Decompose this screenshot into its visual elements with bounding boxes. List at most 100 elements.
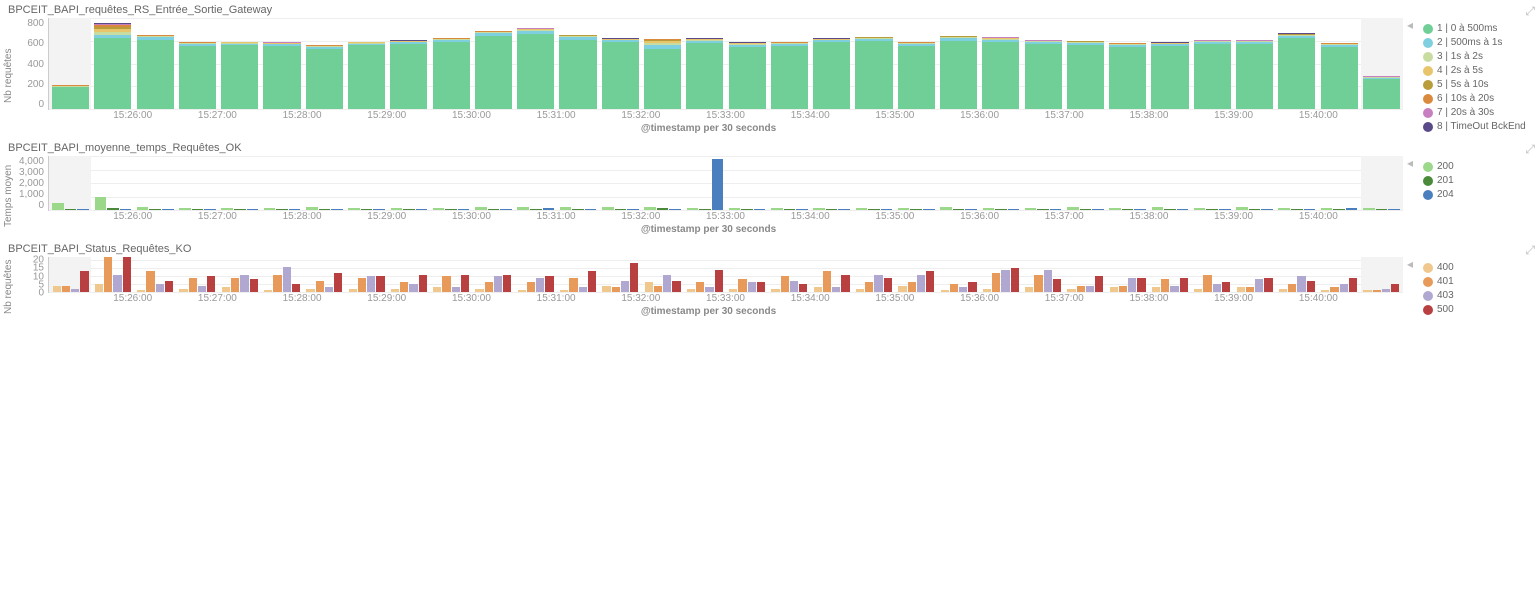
- legend-item[interactable]: 2 | 500ms à 1s: [1423, 36, 1535, 50]
- bar-group[interactable]: [980, 156, 1021, 210]
- legend-item[interactable]: 6 | 10s à 20s: [1423, 92, 1535, 106]
- bar-group[interactable]: [346, 257, 387, 292]
- legend-item[interactable]: 403: [1423, 289, 1535, 303]
- bar-group[interactable]: [515, 257, 556, 292]
- legend-toggle-icon[interactable]: ◂: [1403, 257, 1417, 317]
- bar-group[interactable]: [1234, 257, 1275, 292]
- bar-group[interactable]: [811, 156, 852, 210]
- bar-group[interactable]: [557, 257, 598, 292]
- stacked-bar[interactable]: [686, 38, 723, 109]
- stacked-bar[interactable]: [221, 42, 258, 109]
- bar-group[interactable]: [684, 156, 725, 210]
- expand-icon[interactable]: ⤢: [1525, 4, 1535, 19]
- stacked-bar[interactable]: [306, 45, 343, 109]
- stacked-bar[interactable]: [982, 37, 1019, 109]
- bar-group[interactable]: [1276, 156, 1317, 210]
- bar-group[interactable]: [1065, 156, 1106, 210]
- expand-icon[interactable]: ⤢: [1525, 243, 1535, 258]
- stacked-bar[interactable]: [1236, 40, 1273, 109]
- stacked-bar[interactable]: [644, 39, 681, 109]
- legend-item[interactable]: 7 | 20s à 30s: [1423, 106, 1535, 120]
- legend-item[interactable]: 401: [1423, 275, 1535, 289]
- stacked-bar[interactable]: [1151, 42, 1188, 109]
- bar-group[interactable]: [431, 156, 472, 210]
- bar-group[interactable]: [1361, 156, 1402, 210]
- bar-group[interactable]: [1022, 156, 1063, 210]
- bar-group[interactable]: [50, 257, 91, 292]
- bar-group[interactable]: [177, 156, 218, 210]
- bar-group[interactable]: [980, 257, 1021, 292]
- bar-group[interactable]: [1107, 156, 1148, 210]
- bar-group[interactable]: [473, 156, 514, 210]
- bar-group[interactable]: [769, 257, 810, 292]
- bar-group[interactable]: [304, 257, 345, 292]
- bar-group[interactable]: [1149, 257, 1190, 292]
- bar-group[interactable]: [219, 257, 260, 292]
- stacked-bar[interactable]: [729, 42, 766, 109]
- legend-item[interactable]: 500: [1423, 303, 1535, 317]
- stacked-bar[interactable]: [179, 42, 216, 109]
- legend-item[interactable]: 1 | 0 à 500ms: [1423, 22, 1535, 36]
- bar-group[interactable]: [896, 257, 937, 292]
- legend-item[interactable]: 8 | TimeOut BckEnd: [1423, 120, 1535, 134]
- stacked-bar[interactable]: [1278, 33, 1315, 109]
- stacked-bar[interactable]: [771, 42, 808, 109]
- bar-group[interactable]: [92, 257, 133, 292]
- bar-group[interactable]: [304, 156, 345, 210]
- legend-item[interactable]: 3 | 1s à 2s: [1423, 50, 1535, 64]
- bar-group[interactable]: [896, 156, 937, 210]
- bar-group[interactable]: [1318, 257, 1359, 292]
- bar-group[interactable]: [473, 257, 514, 292]
- stacked-bar[interactable]: [94, 23, 131, 109]
- legend-item[interactable]: 201: [1423, 174, 1535, 188]
- bar-group[interactable]: [938, 257, 979, 292]
- stacked-bar[interactable]: [559, 35, 596, 110]
- bar-group[interactable]: [1022, 257, 1063, 292]
- bar-group[interactable]: [1149, 156, 1190, 210]
- bar-group[interactable]: [600, 257, 641, 292]
- bar-group[interactable]: [261, 156, 302, 210]
- stacked-bar[interactable]: [1109, 43, 1146, 109]
- bar-group[interactable]: [642, 257, 683, 292]
- stacked-bar[interactable]: [433, 38, 470, 109]
- stacked-bar[interactable]: [1025, 40, 1062, 109]
- bar-group[interactable]: [50, 156, 91, 210]
- bar-group[interactable]: [853, 257, 894, 292]
- bar-group[interactable]: [388, 156, 429, 210]
- stacked-bar[interactable]: [813, 38, 850, 109]
- bar-group[interactable]: [219, 156, 260, 210]
- stacked-bar[interactable]: [348, 42, 385, 109]
- legend-item[interactable]: 204: [1423, 188, 1535, 202]
- legend-item[interactable]: 5 | 5s à 10s: [1423, 78, 1535, 92]
- stacked-bar[interactable]: [940, 36, 977, 109]
- bar-group[interactable]: [1318, 156, 1359, 210]
- bar-group[interactable]: [92, 156, 133, 210]
- stacked-bar[interactable]: [1321, 43, 1358, 109]
- bar-group[interactable]: [811, 257, 852, 292]
- stacked-bar[interactable]: [475, 31, 512, 109]
- bar-group[interactable]: [769, 156, 810, 210]
- bar-group[interactable]: [515, 156, 556, 210]
- stacked-bar[interactable]: [390, 40, 427, 109]
- stacked-bar[interactable]: [1363, 76, 1400, 109]
- bar-group[interactable]: [727, 257, 768, 292]
- bar-group[interactable]: [1107, 257, 1148, 292]
- legend-item[interactable]: 400: [1423, 261, 1535, 275]
- stacked-bar[interactable]: [602, 38, 639, 109]
- bar-group[interactable]: [388, 257, 429, 292]
- bar-group[interactable]: [642, 156, 683, 210]
- bar-group[interactable]: [600, 156, 641, 210]
- stacked-bar[interactable]: [517, 28, 554, 109]
- bar-group[interactable]: [261, 257, 302, 292]
- bar-group[interactable]: [1192, 156, 1233, 210]
- stacked-bar[interactable]: [855, 36, 892, 109]
- stacked-bar[interactable]: [52, 85, 89, 109]
- stacked-bar[interactable]: [1194, 40, 1231, 109]
- bar-group[interactable]: [557, 156, 598, 210]
- bar-group[interactable]: [1276, 257, 1317, 292]
- bar-group[interactable]: [431, 257, 472, 292]
- legend-toggle-icon[interactable]: ◂: [1403, 156, 1417, 235]
- legend-item[interactable]: 4 | 2s à 5s: [1423, 64, 1535, 78]
- bar-group[interactable]: [727, 156, 768, 210]
- stacked-bar[interactable]: [898, 42, 935, 109]
